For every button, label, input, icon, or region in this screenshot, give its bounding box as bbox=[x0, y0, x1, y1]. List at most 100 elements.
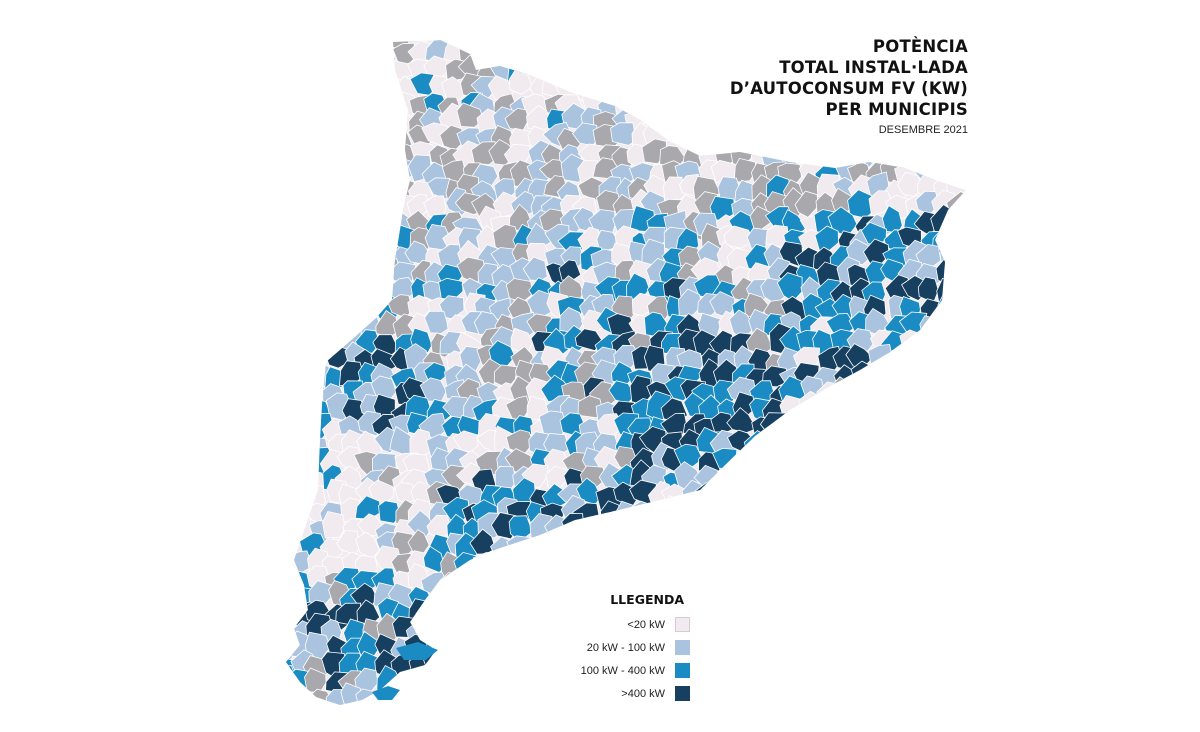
municipality bbox=[575, 519, 607, 542]
municipality bbox=[322, 40, 346, 61]
municipality bbox=[709, 480, 736, 507]
municipality bbox=[342, 281, 368, 310]
municipality bbox=[933, 688, 960, 705]
municipality bbox=[692, 530, 716, 561]
municipality bbox=[884, 530, 916, 558]
municipality bbox=[286, 143, 302, 168]
municipality bbox=[341, 231, 369, 254]
municipality bbox=[748, 449, 777, 475]
municipality bbox=[950, 501, 966, 529]
municipality bbox=[850, 629, 876, 660]
municipality bbox=[898, 549, 921, 572]
municipality bbox=[852, 384, 878, 409]
municipality bbox=[615, 500, 637, 529]
municipality bbox=[286, 58, 309, 83]
municipality bbox=[577, 395, 603, 419]
municipality bbox=[419, 599, 448, 625]
municipality bbox=[373, 195, 402, 223]
municipality bbox=[356, 237, 382, 266]
municipality bbox=[848, 584, 875, 608]
municipality bbox=[850, 545, 873, 574]
municipality bbox=[338, 256, 366, 283]
municipality bbox=[797, 603, 822, 631]
municipality bbox=[472, 40, 504, 64]
municipality bbox=[695, 40, 723, 62]
municipality bbox=[870, 586, 893, 612]
municipality bbox=[581, 549, 605, 581]
municipality bbox=[490, 40, 516, 69]
municipality bbox=[545, 42, 569, 68]
municipality bbox=[896, 483, 924, 511]
municipality bbox=[697, 567, 725, 594]
municipality bbox=[896, 585, 929, 609]
municipality bbox=[494, 553, 518, 577]
municipality bbox=[328, 266, 354, 288]
map-title-block: POTÈNCIA TOTAL INSTAL·LADA D’AUTOCONSUM … bbox=[730, 36, 968, 136]
municipality bbox=[641, 93, 671, 119]
municipality bbox=[912, 357, 943, 384]
municipality bbox=[491, 653, 521, 675]
municipality bbox=[900, 381, 927, 405]
municipality bbox=[918, 604, 948, 626]
municipality bbox=[832, 651, 856, 678]
municipality bbox=[899, 329, 926, 358]
municipality bbox=[900, 447, 928, 471]
municipality bbox=[286, 129, 301, 155]
municipality bbox=[831, 604, 858, 629]
municipality bbox=[864, 401, 889, 426]
municipality bbox=[288, 477, 315, 504]
municipality bbox=[521, 40, 548, 49]
municipality bbox=[286, 110, 298, 140]
municipality bbox=[712, 551, 739, 579]
municipality bbox=[424, 669, 450, 701]
municipality bbox=[624, 44, 654, 70]
municipality bbox=[750, 650, 776, 676]
municipality bbox=[935, 378, 960, 408]
municipality bbox=[473, 637, 501, 662]
legend: LLEGENDA <20 kW 20 kW - 100 kW 100 kW - … bbox=[520, 592, 690, 709]
municipality bbox=[480, 612, 502, 643]
municipality bbox=[367, 145, 396, 169]
municipality bbox=[302, 123, 328, 152]
municipality bbox=[818, 603, 840, 630]
municipality bbox=[286, 76, 297, 104]
municipality bbox=[286, 401, 313, 424]
municipality bbox=[949, 139, 966, 167]
municipality bbox=[286, 382, 299, 408]
municipality bbox=[439, 572, 468, 598]
municipality bbox=[490, 621, 515, 646]
municipality bbox=[318, 208, 345, 234]
municipality bbox=[325, 158, 352, 184]
municipality bbox=[287, 213, 312, 236]
municipality bbox=[950, 510, 966, 541]
municipality bbox=[903, 514, 925, 538]
municipality bbox=[884, 395, 907, 422]
municipality bbox=[938, 616, 964, 646]
municipality bbox=[760, 543, 789, 573]
municipality bbox=[781, 411, 808, 443]
municipality bbox=[937, 484, 966, 510]
municipality bbox=[810, 396, 839, 426]
municipality bbox=[846, 529, 871, 557]
municipality bbox=[663, 40, 688, 62]
municipality bbox=[592, 518, 620, 548]
municipality bbox=[865, 515, 894, 544]
municipality bbox=[728, 529, 757, 556]
municipality bbox=[343, 193, 371, 219]
municipality bbox=[744, 512, 770, 539]
municipality bbox=[883, 462, 910, 487]
delta-spit bbox=[396, 642, 438, 660]
municipality bbox=[354, 106, 380, 133]
municipality bbox=[936, 393, 961, 424]
municipality bbox=[760, 502, 791, 524]
municipality bbox=[936, 329, 960, 353]
municipality bbox=[814, 471, 841, 498]
municipality bbox=[289, 140, 316, 167]
municipality bbox=[898, 604, 924, 627]
municipality bbox=[298, 75, 330, 101]
municipality bbox=[338, 244, 366, 276]
municipality bbox=[372, 156, 399, 182]
municipality bbox=[694, 663, 719, 690]
municipality bbox=[377, 89, 403, 114]
municipality bbox=[852, 653, 880, 683]
